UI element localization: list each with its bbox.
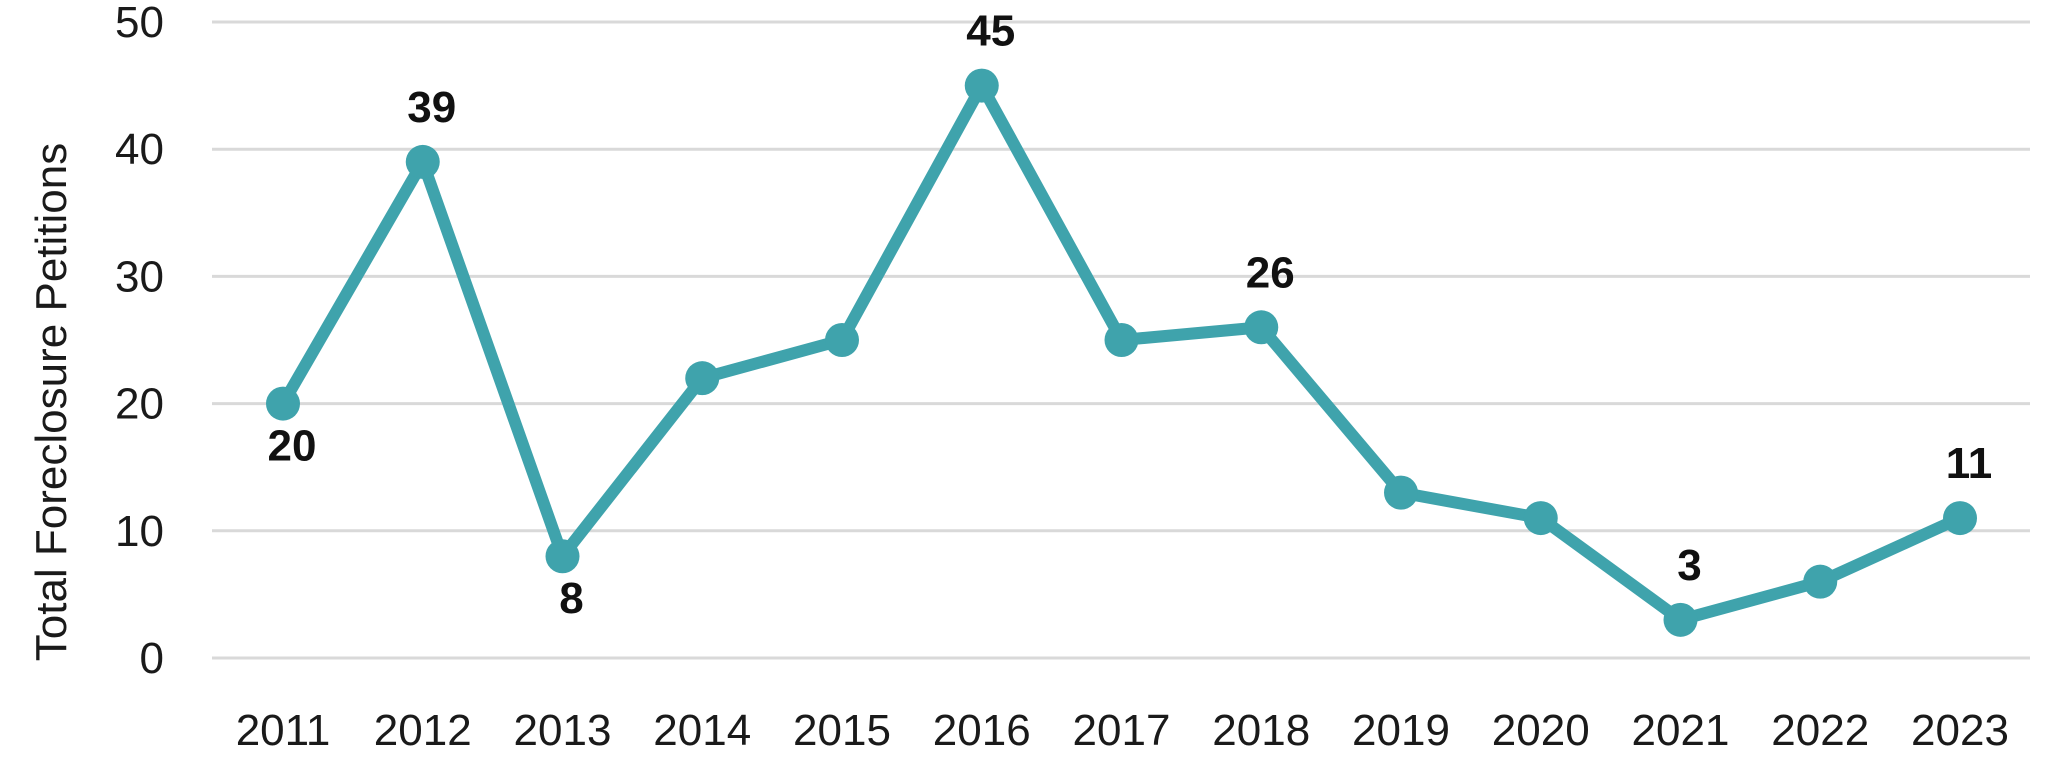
y-axis-title: Total Foreclosure Petitions [27,143,76,661]
data-point [964,68,999,103]
x-tick-label: 2015 [793,706,891,755]
y-tick-label: 0 [140,634,164,683]
x-axis-ticks: 2011 2012 2013 2014 2015 2016 2017 2018 2019 2020… [236,706,2009,755]
data-label: 20 [268,422,317,471]
x-tick-label: 2011 [236,706,331,755]
series-layer [266,68,1977,637]
data-point [1663,602,1698,637]
data-point [405,144,440,179]
x-tick-label: 2018 [1212,706,1310,755]
data-point [545,539,580,574]
data-label: 26 [1246,248,1295,297]
data-labels: 20 39 8 45 26 3 11 [268,7,1993,624]
data-label: 3 [1677,541,1701,590]
x-tick-label: 2022 [1771,706,1869,755]
x-tick-label: 2021 [1632,706,1730,755]
data-point [1803,564,1838,599]
data-label: 45 [966,7,1015,56]
y-tick-label: 50 [115,0,164,47]
data-label: 11 [1946,439,1993,488]
data-point [1523,501,1558,536]
x-tick-label: 2012 [374,706,472,755]
x-tick-label: 2023 [1911,706,2009,755]
data-point [1943,501,1977,536]
x-tick-label: 2019 [1352,706,1450,755]
x-tick-label: 2020 [1492,706,1590,755]
y-tick-label: 10 [115,507,164,556]
x-tick-label: 2016 [933,706,1031,755]
data-point [1244,310,1279,345]
data-point [825,323,859,357]
data-point [685,361,720,396]
y-tick-label: 40 [115,125,164,174]
data-label: 8 [559,574,583,623]
y-axis-ticks: 0 10 20 30 40 50 [115,0,164,683]
y-tick-label: 20 [115,380,164,429]
x-tick-label: 2017 [1073,706,1171,755]
data-point [1384,475,1418,510]
data-point [266,386,300,421]
x-tick-label: 2013 [514,706,612,755]
data-label: 39 [407,83,456,132]
gridlines [212,20,2030,660]
y-tick-label: 30 [115,252,164,301]
data-point [1104,323,1139,357]
x-tick-label: 2014 [653,706,751,755]
